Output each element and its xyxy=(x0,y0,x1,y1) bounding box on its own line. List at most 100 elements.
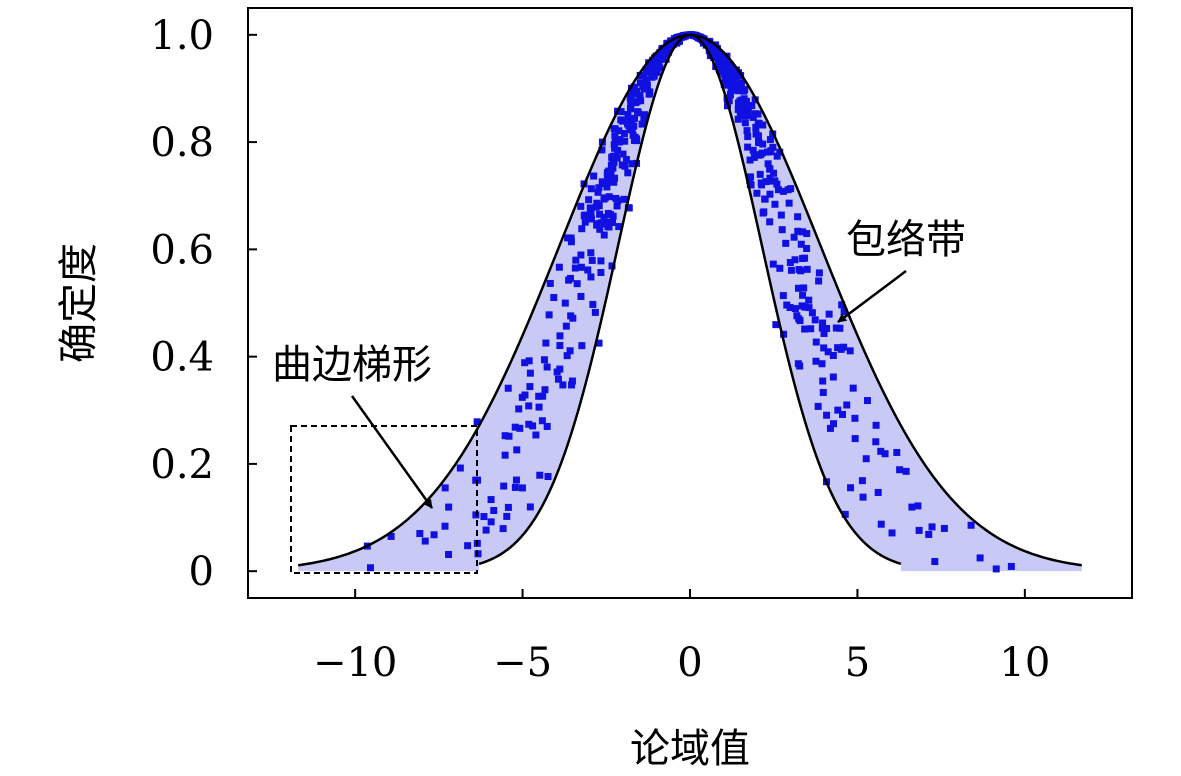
cloud-drop-point xyxy=(814,402,822,410)
cloud-drop-point xyxy=(851,414,859,422)
cloud-drop-point xyxy=(753,189,761,197)
cloud-drop-point xyxy=(639,72,647,80)
cloud-drop-point xyxy=(614,197,622,205)
cloud-drop-point xyxy=(556,332,564,340)
cloud-drop-point xyxy=(630,83,638,91)
cloud-drop-point xyxy=(590,172,598,180)
cloud-drop-point xyxy=(604,209,612,217)
cloud-drop-point xyxy=(750,153,758,161)
cloud-drop-point xyxy=(771,200,779,208)
cloud-drop-point xyxy=(556,365,564,373)
cloud-drop-point xyxy=(756,170,764,178)
cloud-drop-point xyxy=(829,373,837,381)
ticks: −10 −5 0 5 10 0 0.2 0.4 0.6 0.8 1.0 xyxy=(150,13,1050,686)
cloud-drop-point xyxy=(642,76,650,84)
cloud-drop-point xyxy=(587,273,595,281)
cloud-drop-point xyxy=(803,244,811,252)
cloud-drop-point xyxy=(819,319,827,327)
cloud-drop-point xyxy=(620,130,628,138)
cloud-drop-point xyxy=(608,153,616,161)
cloud-drop-point xyxy=(902,467,910,475)
cloud-drop-point xyxy=(746,156,754,164)
cloud-drop-point xyxy=(773,152,781,160)
cloud-drop-point xyxy=(1007,562,1015,570)
cloud-drop-point xyxy=(778,226,786,234)
cloud-drop-point xyxy=(722,81,730,89)
cloud-drop-point xyxy=(535,392,543,400)
cloud-drop-point xyxy=(874,488,882,496)
cloud-drop-point xyxy=(512,476,520,484)
cloud-drop-point xyxy=(504,503,512,511)
cloud-drop-point xyxy=(614,146,622,154)
envelope-curves xyxy=(298,33,1082,567)
cloud-drop-point xyxy=(888,529,896,537)
cloud-drop-point xyxy=(795,266,803,274)
cloud-drop-point xyxy=(734,106,742,113)
y-axis-title: 确定度 xyxy=(56,243,102,363)
cloud-drop-point xyxy=(591,308,599,316)
cloud-drop-point xyxy=(555,263,563,271)
cloud-drop-point xyxy=(801,254,809,262)
cloud-drop-point xyxy=(441,522,449,530)
cloud-drop-point xyxy=(596,210,604,218)
cloud-drop-point xyxy=(808,309,816,317)
cloud-drop-point xyxy=(940,524,948,532)
cloud-drop-point xyxy=(521,359,529,367)
cloud-drop-point xyxy=(567,312,575,320)
cloud-drop-point xyxy=(627,105,635,113)
cloud-drop-point xyxy=(622,156,630,164)
cloud-drop-point xyxy=(615,127,623,135)
cloud-drop-point xyxy=(597,257,605,265)
cloud-drop-point xyxy=(473,418,481,426)
cloud-drop-point xyxy=(797,240,805,248)
cloud-drop-point xyxy=(711,47,719,55)
cloud-drop-point xyxy=(796,362,804,370)
cloud-drop-point xyxy=(764,148,772,156)
cloud-drop-point xyxy=(618,161,626,169)
cloud-drop-point xyxy=(841,510,849,518)
cloud-drop-point xyxy=(628,160,636,168)
cloud-drop-point xyxy=(541,386,549,394)
cloud-drop-point xyxy=(766,165,774,173)
annotation-band-arrow xyxy=(837,270,907,323)
cloud-drop-point xyxy=(709,51,717,59)
cloud-drop-point xyxy=(830,420,838,428)
cloud-drop-point xyxy=(727,63,735,71)
cloud-drop-point xyxy=(601,194,609,202)
cloud-drop-point xyxy=(600,231,608,239)
cloud-drop-point xyxy=(755,139,763,147)
cloud-drop-point xyxy=(872,421,880,429)
cloud-drop-point xyxy=(516,424,524,432)
cloud-drop-point xyxy=(619,150,627,158)
cloud-drop-point xyxy=(776,264,784,272)
cloud-drop-point xyxy=(872,438,880,446)
cloud-drop-point xyxy=(441,484,449,492)
cloud-drop-point xyxy=(387,532,395,540)
cloud-drop-point xyxy=(790,233,798,241)
cloud-drop-point xyxy=(501,451,509,459)
cloud-drop-point xyxy=(595,184,603,192)
cloud-drop-point xyxy=(513,446,521,454)
envelope-band-fill xyxy=(298,34,1082,572)
cloud-drop-point xyxy=(629,90,637,98)
cloud-drop-point xyxy=(430,531,438,539)
cloud-drop-point xyxy=(799,291,807,299)
cloud-drop-point xyxy=(445,503,453,511)
cloud-drop-point xyxy=(839,410,846,418)
cloud-drop-point xyxy=(751,110,759,118)
cloud-drop-point xyxy=(539,392,547,400)
cloud-drop-point xyxy=(721,64,729,72)
cloud-drop-point xyxy=(843,401,851,409)
y-tick-label: 0.2 xyxy=(150,442,214,488)
cloud-drop-point xyxy=(749,146,757,154)
annotations: 曲边梯形 包络带 xyxy=(272,217,966,574)
cloud-drop-point xyxy=(503,512,511,520)
cloud-drop-point xyxy=(563,352,571,360)
cloud-drop-point xyxy=(625,118,633,126)
cloud-drop-point xyxy=(834,406,842,414)
cloud-drop-point xyxy=(596,225,604,233)
cloud-drop-point xyxy=(366,564,374,572)
cloud-drop-point xyxy=(908,503,916,511)
cloud-drop-point xyxy=(733,86,741,94)
cloud-drop-point xyxy=(758,149,766,157)
